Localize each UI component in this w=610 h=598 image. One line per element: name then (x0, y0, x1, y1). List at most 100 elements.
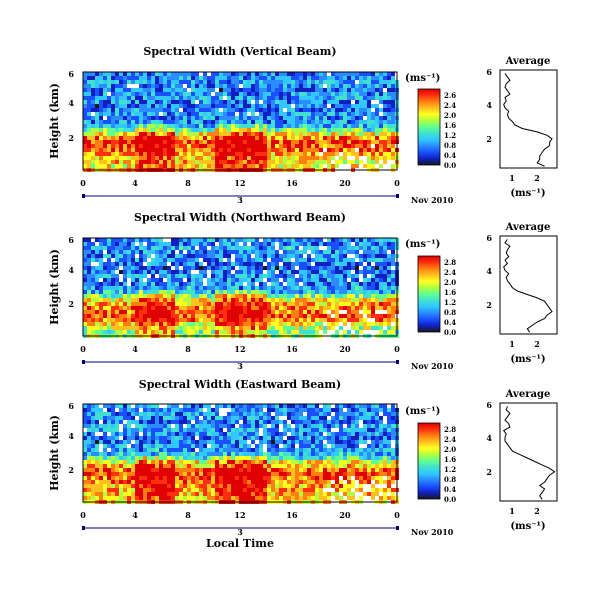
heatmap-cell (159, 326, 163, 330)
heatmap-cell (347, 314, 351, 318)
heatmap-cell (115, 290, 119, 294)
heatmap-cell (367, 266, 371, 270)
heatmap-cell (239, 262, 243, 266)
heatmap-cell (99, 76, 103, 80)
heatmap-cell (251, 80, 255, 84)
heatmap-cell (335, 88, 339, 92)
heatmap-cell (279, 412, 283, 416)
heatmap-cell (251, 164, 255, 168)
heatmap-cell (255, 160, 259, 164)
heatmap-cell (147, 258, 151, 262)
heatmap-cell (263, 408, 267, 412)
profile-x-label: (ms⁻¹) (510, 354, 545, 365)
heatmap-cell (367, 128, 371, 132)
heatmap-cell (235, 420, 239, 424)
heatmap-cell (99, 238, 103, 242)
heatmap-cell (91, 164, 95, 168)
heatmap-cell (223, 156, 227, 160)
heatmap-cell (343, 448, 347, 452)
heatmap-cell (155, 428, 159, 432)
heatmap-cell (307, 116, 311, 120)
heatmap-cell (299, 448, 303, 452)
heatmap-cell (371, 116, 375, 120)
heatmap-cell (115, 428, 119, 432)
heatmap-cell (111, 298, 115, 302)
heatmap-cell (303, 314, 307, 318)
heatmap-cell (239, 112, 243, 116)
heatmap-cell (207, 282, 211, 286)
heatmap-cell (319, 238, 323, 242)
heatmap-cell (367, 420, 371, 424)
heatmap-cell (195, 310, 199, 314)
heatmap-cell (295, 270, 299, 274)
heatmap-cell (111, 104, 115, 108)
heatmap-cell (183, 440, 187, 444)
heatmap-cell (147, 306, 151, 310)
heatmap-cell (283, 306, 287, 310)
heatmap-cell (279, 420, 283, 424)
heatmap-cell (263, 152, 267, 156)
heatmap-cell (303, 116, 307, 120)
heatmap-cell (123, 452, 127, 456)
heatmap-cell (223, 140, 227, 144)
heatmap-cell (367, 160, 371, 164)
heatmap-cell (123, 416, 127, 420)
heatmap-cell (187, 242, 191, 246)
heatmap-cell (223, 238, 227, 242)
heatmap-cell (91, 258, 95, 262)
heatmap-cell (111, 274, 115, 278)
heatmap-cell (171, 96, 175, 100)
heatmap-cell (375, 152, 379, 156)
heatmap-cell (103, 420, 107, 424)
heatmap-cell (375, 274, 379, 278)
heatmap-cell (391, 432, 395, 436)
heatmap-cell (331, 306, 335, 310)
heatmap-cell (179, 250, 183, 254)
heatmap-cell (379, 108, 383, 112)
heatmap-cell (203, 164, 207, 168)
heatmap-cell (287, 436, 291, 440)
heatmap-cell (203, 108, 207, 112)
heatmap-cell (287, 420, 291, 424)
heatmap-cell (163, 262, 167, 266)
average-profile (503, 239, 553, 333)
heatmap-cell (343, 322, 347, 326)
heatmap-cell (91, 270, 95, 274)
heatmap-cell (243, 254, 247, 258)
heatmap-cell (123, 282, 127, 286)
heatmap-cell (143, 152, 147, 156)
heatmap-cell (203, 428, 207, 432)
heatmap-cell (311, 108, 315, 112)
heatmap-cell (343, 92, 347, 96)
heatmap-cell (83, 436, 87, 440)
heatmap-cell (287, 148, 291, 152)
heatmap-cell (123, 424, 127, 428)
heatmap-cell (187, 140, 191, 144)
heatmap-cell (139, 84, 143, 88)
heatmap-cell (95, 282, 99, 286)
heatmap-cell (167, 322, 171, 326)
heatmap-cell (383, 286, 387, 290)
heatmap-cell (383, 108, 387, 112)
heatmap-cell (119, 294, 123, 298)
heatmap-cell (275, 76, 279, 80)
heatmap-cell (271, 270, 275, 274)
heatmap-cell (279, 314, 283, 318)
heatmap-cell (183, 404, 187, 408)
heatmap-cell (147, 322, 151, 326)
heatmap-cell (127, 120, 131, 124)
heatmap-cell (91, 286, 95, 290)
heatmap-cell (91, 452, 95, 456)
heatmap-cell (115, 310, 119, 314)
heatmap-cell (351, 444, 355, 448)
heatmap-cell (235, 108, 239, 112)
heatmap-cell (383, 156, 387, 160)
heatmap-cell (111, 254, 115, 258)
heatmap-cell (343, 140, 347, 144)
heatmap-cell (127, 436, 131, 440)
heatmap-cell (255, 318, 259, 322)
heatmap-cell (247, 310, 251, 314)
heatmap-cell (175, 306, 179, 310)
heatmap-cell (159, 108, 163, 112)
heatmap-cell (291, 440, 295, 444)
